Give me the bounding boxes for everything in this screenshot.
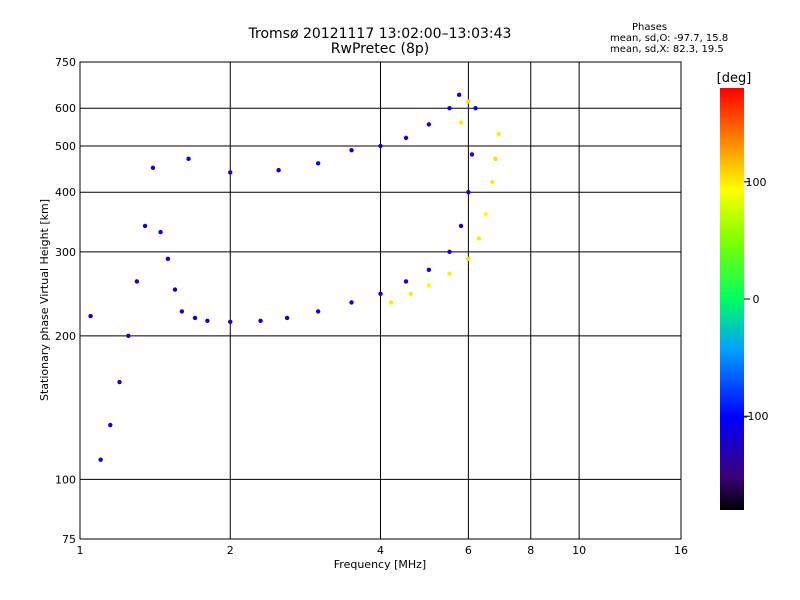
- data-point: [408, 291, 413, 296]
- data-point: [126, 333, 131, 339]
- colorbar-tick-label: -100: [744, 410, 769, 423]
- x-tick-label: 2: [227, 544, 234, 557]
- y-axis-ticks: 75 100 200 300 400 500 600 750: [55, 56, 76, 546]
- colorbar: [720, 88, 744, 510]
- data-point: [496, 131, 501, 137]
- data-point: [458, 120, 464, 125]
- x-tick-label: 1: [77, 544, 84, 557]
- data-point: [165, 256, 171, 262]
- y-tick-label: 600: [55, 102, 76, 115]
- data-point: [88, 313, 93, 319]
- data-point: [150, 165, 156, 171]
- data-point: [378, 291, 383, 296]
- data-point: [179, 309, 185, 314]
- y-tick-label: 75: [62, 533, 76, 546]
- data-point: [284, 315, 290, 321]
- data-point: [483, 211, 488, 217]
- x-tick-label: 8: [527, 544, 534, 557]
- data-point: [466, 190, 471, 195]
- y-tick-label: 400: [55, 186, 76, 199]
- data-point: [315, 161, 321, 166]
- x-axis-ticks: 1 2 4 6 8 10 16: [77, 544, 689, 557]
- data-point: [228, 170, 233, 175]
- plot-frame: [79, 61, 682, 540]
- data-point: [228, 319, 233, 324]
- phases-heading: Phases: [632, 22, 668, 33]
- data-point: [447, 249, 452, 255]
- y-tick-label: 750: [55, 56, 76, 69]
- data-point: [117, 379, 122, 385]
- data-point: [349, 300, 354, 305]
- data-point: [476, 236, 482, 241]
- data-point: [426, 267, 432, 273]
- chart-subtitle: RwPretec (8p): [330, 41, 430, 57]
- data-point: [458, 223, 464, 229]
- colorbar-ticks: 100 0 -100: [744, 176, 769, 423]
- data-point: [186, 156, 191, 162]
- data-point: [466, 99, 471, 104]
- data-point: [108, 422, 113, 428]
- data-point: [493, 156, 498, 162]
- data-point: [349, 147, 354, 153]
- data-point: [403, 279, 409, 284]
- data-point: [490, 179, 495, 185]
- data-point: [473, 106, 478, 111]
- data-point: [315, 309, 321, 314]
- x-tick-label: 16: [674, 544, 688, 557]
- y-axis-label: Stationary phase Virtual Height [km]: [38, 199, 51, 401]
- data-point: [205, 318, 210, 324]
- x-tick-label: 4: [377, 544, 384, 557]
- data-point: [447, 271, 452, 276]
- data-point: [172, 287, 178, 292]
- y-tick-label: 500: [55, 140, 76, 153]
- data-point: [142, 223, 148, 229]
- data-point: [158, 229, 163, 235]
- data-point: [447, 106, 452, 111]
- data-point: [378, 143, 383, 149]
- data-point: [403, 135, 409, 141]
- data-point: [388, 300, 394, 305]
- chart-title: Tromsø 20121117 13:02:00–13:03:43: [248, 26, 512, 42]
- data-points: [88, 92, 501, 462]
- x-tick-label: 10: [572, 544, 586, 557]
- x-axis-label: Frequency [MHz]: [334, 558, 426, 571]
- y-tick-label: 200: [55, 330, 76, 343]
- phases-x-stats: mean, sd,X: 82.3, 19.5: [610, 44, 724, 55]
- data-point: [426, 283, 432, 288]
- phases-o-stats: mean, sd,O: -97.7, 15.8: [610, 33, 729, 44]
- x-tick-label: 6: [465, 544, 472, 557]
- data-point: [469, 152, 475, 157]
- y-tick-label: 300: [55, 246, 76, 259]
- data-point: [456, 92, 462, 98]
- colorbar-label: [deg]: [717, 71, 752, 86]
- data-point: [258, 318, 263, 324]
- data-point: [466, 256, 471, 262]
- data-point: [98, 457, 103, 462]
- data-point: [426, 122, 432, 127]
- colorbar-tick-label: 0: [753, 293, 760, 306]
- data-point: [134, 279, 140, 284]
- data-point: [276, 167, 281, 173]
- colorbar-tick-label: 100: [746, 176, 767, 189]
- data-point: [192, 315, 198, 321]
- y-tick-label: 100: [55, 473, 76, 486]
